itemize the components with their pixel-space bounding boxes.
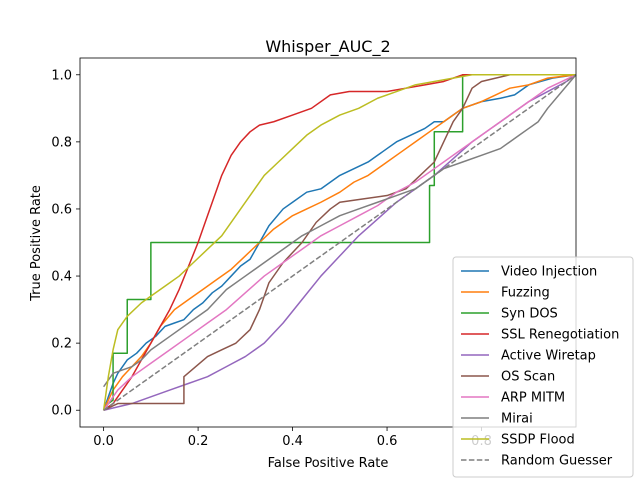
- series-line-ssdp-flood: [102, 74, 576, 411]
- y-tick-label: 0.8: [51, 135, 72, 150]
- legend-label: OS Scan: [501, 370, 555, 385]
- series-line-arp-mitm: [103, 74, 577, 411]
- y-tick-label: 0.4: [51, 270, 72, 285]
- x-tick-label: 0.2: [188, 434, 209, 449]
- y-tick-label: 0.6: [51, 202, 72, 217]
- y-tick-label: 0.0: [51, 404, 72, 419]
- legend: Video Injection Fuzzing Syn DOS SSL Renegot…: [452, 256, 634, 478]
- legend-box: [452, 256, 634, 478]
- plot-area: [102, 74, 577, 411]
- legend-label: Active Wiretap: [501, 349, 596, 364]
- legend-label: SSL Renegotiation: [501, 328, 619, 343]
- series-line-os-scan: [103, 74, 576, 411]
- legend-label: Mirai: [501, 412, 533, 427]
- x-tick-label: 0.6: [377, 434, 398, 449]
- legend-label: SSDP Flood: [501, 433, 575, 448]
- series-line-syn-dos: [103, 74, 576, 411]
- series-line-random-guesser: [103, 74, 577, 411]
- legend-label: Fuzzing: [501, 286, 550, 301]
- y-tick-label: 1.0: [51, 68, 72, 83]
- x-axis-label: False Positive Rate: [268, 456, 389, 471]
- series-line-mirai: [103, 74, 577, 388]
- chart-title: Whisper_AUC_2: [265, 37, 390, 57]
- y-axis-label: True Positive Rate: [29, 185, 44, 302]
- legend-label: Syn DOS: [501, 307, 558, 322]
- legend-label: Video Injection: [501, 265, 597, 280]
- legend-label: Random Guesser: [501, 454, 613, 469]
- x-tick-label: 0.4: [282, 434, 303, 449]
- axes-frame: [79, 57, 577, 428]
- x-tick-label: 0.0: [93, 434, 114, 449]
- legend-label: ARP MITM: [501, 391, 565, 406]
- y-tick-label: 0.2: [51, 337, 72, 352]
